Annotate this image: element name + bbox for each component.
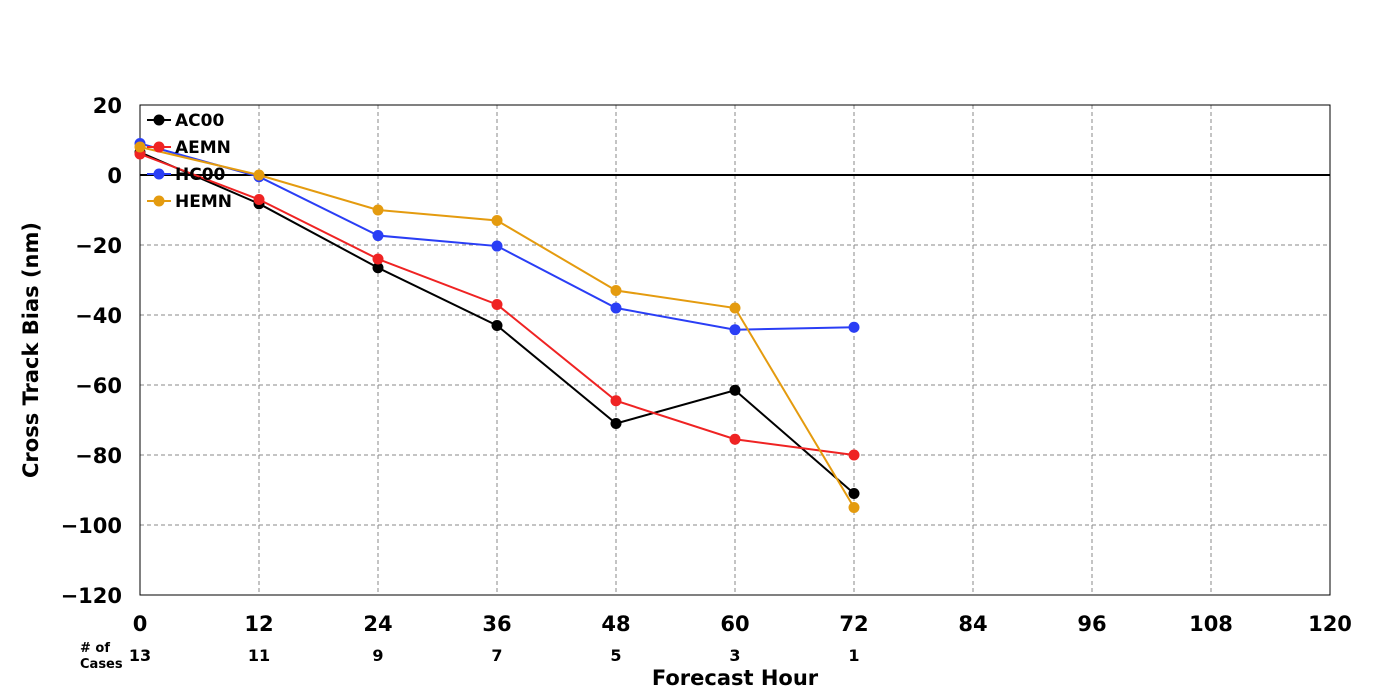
data-point-aemn: [491, 299, 503, 310]
case-count: 5: [610, 646, 621, 665]
legend-marker-ac00: [153, 114, 165, 126]
x-tick-label: 96: [1077, 612, 1106, 636]
legend-label-ac00: AC00: [175, 111, 224, 131]
x-tick-label: 0: [133, 612, 148, 636]
y-tick-label: −100: [61, 514, 122, 538]
data-point-hc00: [372, 230, 384, 242]
legend-label-hemn: HEMN: [175, 192, 232, 212]
data-point-hc00: [729, 324, 741, 336]
y-tick-label: −40: [75, 304, 122, 328]
data-point-hc00: [491, 240, 503, 252]
y-tick-label: −20: [75, 234, 122, 258]
data-point-hemn: [253, 169, 265, 181]
data-point-hemn: [729, 302, 741, 314]
data-point-hemn: [610, 285, 622, 296]
legend-label-hc00: HC00: [175, 165, 226, 185]
data-point-aemn: [729, 433, 741, 445]
legend-marker-hc00: [153, 168, 165, 180]
legend-marker-aemn: [153, 141, 165, 153]
x-tick-label: 72: [839, 612, 868, 636]
case-count: 7: [491, 646, 502, 665]
data-point-aemn: [372, 253, 384, 265]
case-count: 3: [729, 646, 740, 665]
data-point-ac00: [729, 384, 741, 396]
x-tick-label: 120: [1308, 612, 1352, 636]
x-tick-label: 12: [244, 612, 273, 636]
legend: AC00 AEMN HC00 HEMN: [147, 111, 232, 212]
y-tick-label: −120: [61, 584, 122, 608]
case-count: 13: [129, 646, 151, 665]
data-point-ac00: [848, 488, 860, 499]
x-tick-label: 48: [601, 612, 630, 636]
x-tick-label: 24: [363, 612, 392, 636]
cases-label-line1: # of: [80, 641, 110, 656]
x-tick-label: 84: [958, 612, 987, 636]
data-point-hemn: [848, 502, 860, 513]
case-count: 11: [248, 646, 270, 665]
data-point-aemn: [848, 449, 860, 461]
data-point-ac00: [491, 320, 503, 331]
y-tick-label: 20: [93, 94, 122, 118]
x-tick-label: 60: [720, 612, 749, 636]
data-point-hemn: [372, 204, 384, 216]
axis-layer: 0 12 24 36 48 60 72 84 96 108 120 20 0 −20 −40 −60 −80 −1…: [61, 94, 1352, 636]
series-layer: [134, 138, 860, 513]
grid-layer: [140, 105, 1330, 595]
x-tick-label: 108: [1189, 612, 1233, 636]
x-axis-title: Forecast Hour: [652, 666, 819, 690]
plot-frame: [139, 104, 1331, 596]
data-point-hc00: [610, 302, 622, 314]
x-tick-label: 36: [482, 612, 511, 636]
data-point-ac00: [610, 418, 622, 429]
legend-marker-hemn: [153, 195, 165, 207]
y-axis-title: Cross Track Bias (nm): [19, 222, 43, 478]
data-point-ac00: [372, 262, 384, 274]
cases-row: # of Cases 13 11 9 7 5 3 1: [80, 641, 860, 672]
case-count: 1: [848, 646, 859, 665]
y-tick-label: −60: [75, 374, 122, 398]
case-count: 9: [372, 646, 383, 665]
data-point-hemn: [134, 141, 146, 153]
data-point-hc00: [848, 321, 860, 333]
legend-label-aemn: AEMN: [175, 138, 231, 158]
cases-label-line2: Cases: [80, 657, 123, 672]
data-point-aemn: [253, 194, 265, 205]
y-tick-label: 0: [107, 164, 122, 188]
data-point-aemn: [610, 395, 622, 407]
y-tick-label: −80: [75, 444, 122, 468]
data-point-hemn: [491, 215, 503, 226]
